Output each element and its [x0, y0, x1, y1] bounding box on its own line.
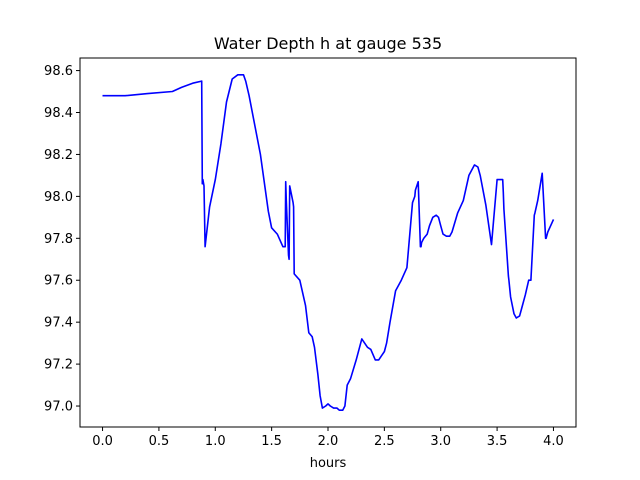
x-tick-label: 2.0: [318, 434, 339, 449]
y-tick-label: 98.0: [44, 190, 73, 205]
x-tick-label: 0.5: [149, 434, 170, 449]
y-tick-label: 98.6: [44, 64, 73, 79]
y-tick-label: 97.6: [44, 274, 73, 289]
x-tick-label: 4.0: [543, 434, 564, 449]
x-tick-label: 2.5: [374, 434, 395, 449]
x-tick-label: 0.0: [92, 434, 113, 449]
axes-frame: [79, 57, 577, 428]
x-axis-label: hours: [310, 456, 347, 471]
y-tick-label: 97.8: [44, 232, 73, 247]
x-axis: 0.0 0.5 1.0 1.5 2.0 2.5 3.0 3.5 4.0: [92, 427, 564, 449]
series-line: [102, 74, 555, 412]
y-tick-label: 97.2: [44, 358, 73, 373]
x-tick-label: 3.0: [430, 434, 451, 449]
chart-title: Water Depth h at gauge 535: [214, 34, 442, 53]
y-tick-label: 97.4: [44, 316, 73, 331]
y-tick-label: 98.4: [44, 106, 73, 121]
x-tick-label: 3.5: [487, 434, 508, 449]
x-tick-label: 1.0: [205, 434, 226, 449]
y-axis: 97.0 97.2 97.4 97.6 97.8 98.0 98.2 98.4 98.6: [44, 64, 80, 415]
y-tick-label: 97.0: [44, 400, 73, 415]
series-layer: [102, 74, 555, 412]
x-tick-label: 1.5: [261, 434, 282, 449]
plot-area: [79, 57, 577, 428]
y-tick-label: 98.2: [44, 148, 73, 163]
